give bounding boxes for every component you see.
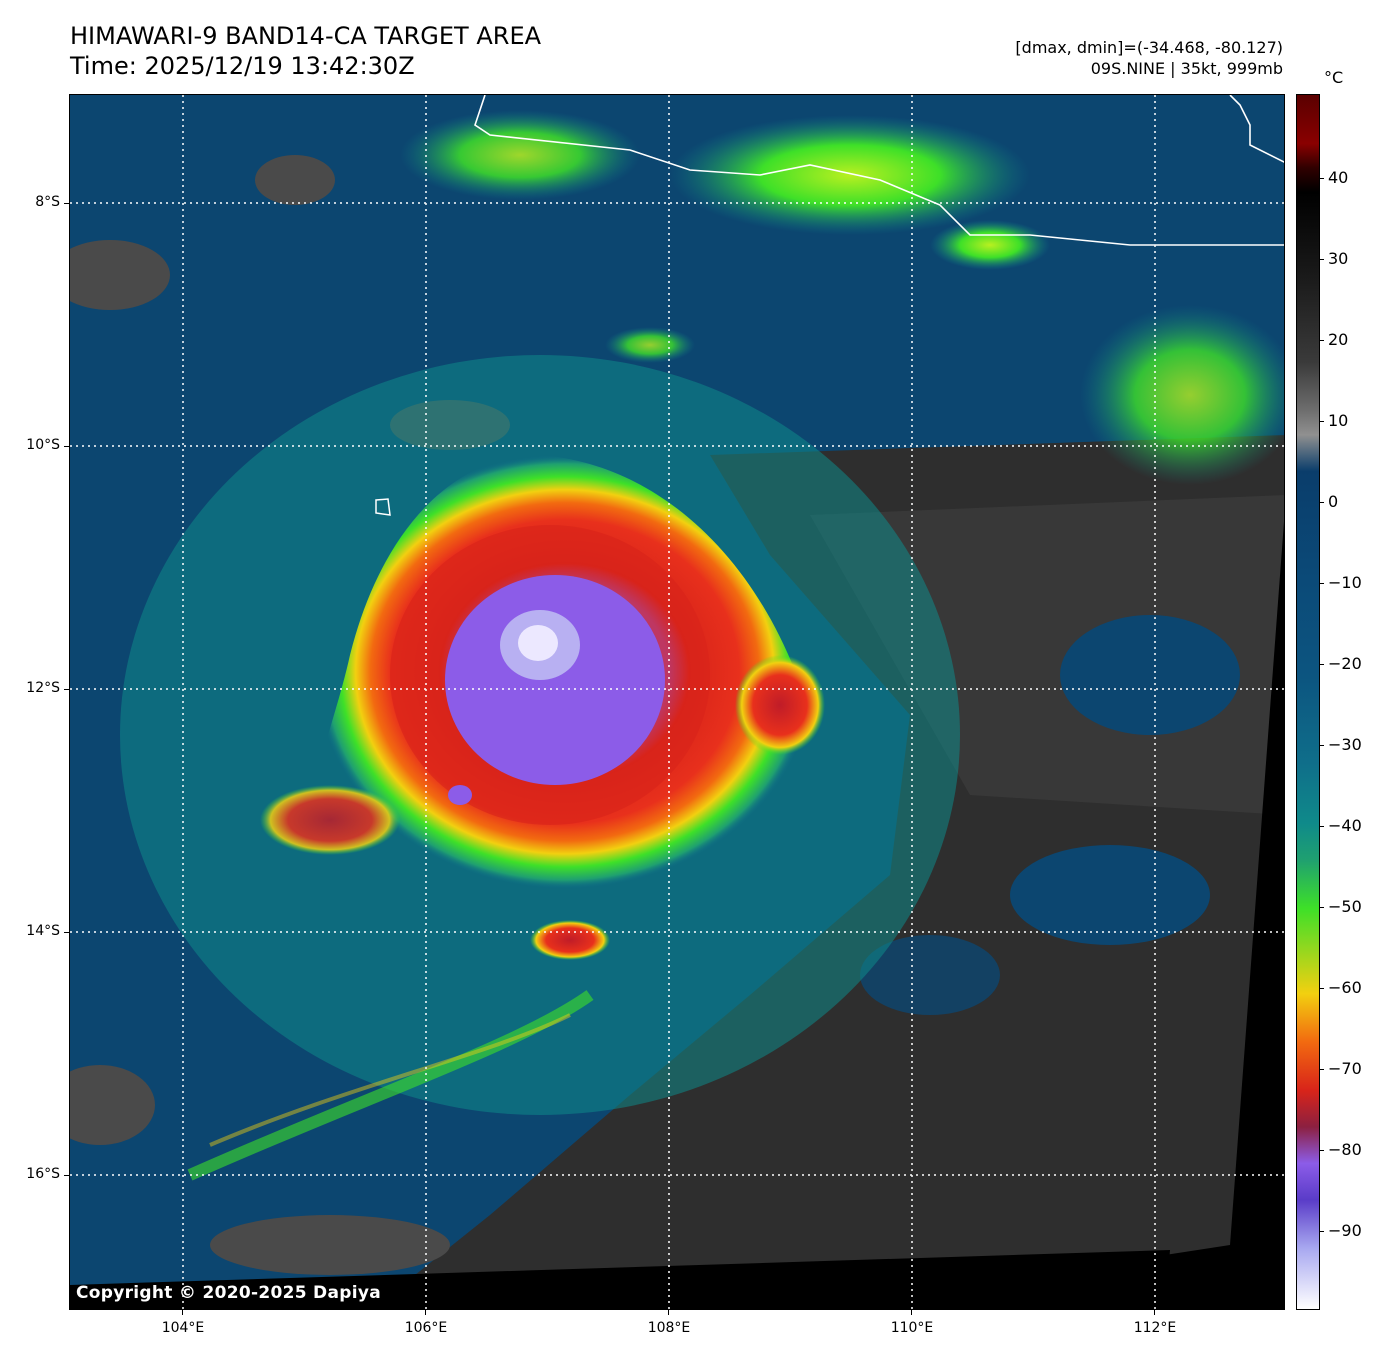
- colorbar-tick: [1320, 340, 1324, 341]
- colorbar-label: −50: [1328, 897, 1362, 916]
- colorbar-label: 10: [1328, 411, 1349, 430]
- storm-info-label: 09S.NINE | 35kt, 999mb: [1090, 59, 1283, 78]
- lat-tick: [64, 1175, 69, 1176]
- lon-tick: [668, 1310, 669, 1315]
- colorbar-tick: [1320, 988, 1324, 989]
- lat-tick: [64, 932, 69, 933]
- lon-label-110e: 110°E: [890, 1320, 934, 1336]
- colorbar-label: −20: [1328, 654, 1362, 673]
- data-range-label: [dmax, dmin]=(-34.468, -80.127): [1015, 38, 1283, 57]
- ir-imagery: [70, 95, 1284, 1309]
- lat-label-16s: 16°S: [26, 1166, 60, 1182]
- lon-label-112e: 112°E: [1133, 1320, 1177, 1336]
- lon-tick: [911, 1310, 912, 1315]
- colorbar-tick: [1320, 1150, 1324, 1151]
- colorbar-label: −40: [1328, 816, 1362, 835]
- colorbar-label: −70: [1328, 1059, 1362, 1078]
- colorbar-label: −80: [1328, 1140, 1362, 1159]
- colorbar-unit: °C: [1324, 68, 1344, 87]
- colorbar-label: −10: [1328, 573, 1362, 592]
- graticule: [70, 95, 1284, 1309]
- colorbar-tick: [1320, 178, 1324, 179]
- colorbar-tick: [1320, 421, 1324, 422]
- lon-tick: [1154, 1310, 1155, 1315]
- colorbar-tick: [1320, 907, 1324, 908]
- lat-tick: [64, 446, 69, 447]
- lat-label-8s: 8°S: [35, 194, 60, 210]
- lat-tick: [64, 689, 69, 690]
- satellite-map: Copyright © 2020-2025 Dapiya: [69, 94, 1285, 1310]
- lon-tick: [425, 1310, 426, 1315]
- colorbar-tick: [1320, 745, 1324, 746]
- colorbar-tick: [1320, 502, 1324, 503]
- observation-time: Time: 2025/12/19 13:42:30Z: [70, 52, 415, 80]
- colorbar-label: 30: [1328, 249, 1349, 268]
- colorbar-tick: [1320, 1069, 1324, 1070]
- temperature-colorbar: [1296, 94, 1320, 1310]
- copyright-notice: Copyright © 2020-2025 Dapiya: [76, 1283, 381, 1303]
- lat-label-10s: 10°S: [26, 437, 60, 453]
- colorbar-tick: [1320, 826, 1324, 827]
- lat-label-14s: 14°S: [26, 923, 60, 939]
- lat-tick: [64, 203, 69, 204]
- colorbar-label: 20: [1328, 330, 1349, 349]
- colorbar-tick: [1320, 1231, 1324, 1232]
- colorbar-label: 0: [1328, 492, 1339, 511]
- colorbar-tick: [1320, 664, 1324, 665]
- chart-title: HIMAWARI-9 BAND14-CA TARGET AREA: [70, 22, 542, 50]
- colorbar-label: −30: [1328, 735, 1362, 754]
- colorbar-label: −90: [1328, 1221, 1362, 1240]
- colorbar-label: 40: [1328, 168, 1349, 187]
- lon-label-104e: 104°E: [161, 1320, 205, 1336]
- colorbar-tick: [1320, 583, 1324, 584]
- lat-label-12s: 12°S: [26, 680, 60, 696]
- colorbar-label: −60: [1328, 978, 1362, 997]
- lon-tick: [182, 1310, 183, 1315]
- lon-label-108e: 108°E: [647, 1320, 691, 1336]
- lon-label-106e: 106°E: [404, 1320, 448, 1336]
- colorbar-tick: [1320, 259, 1324, 260]
